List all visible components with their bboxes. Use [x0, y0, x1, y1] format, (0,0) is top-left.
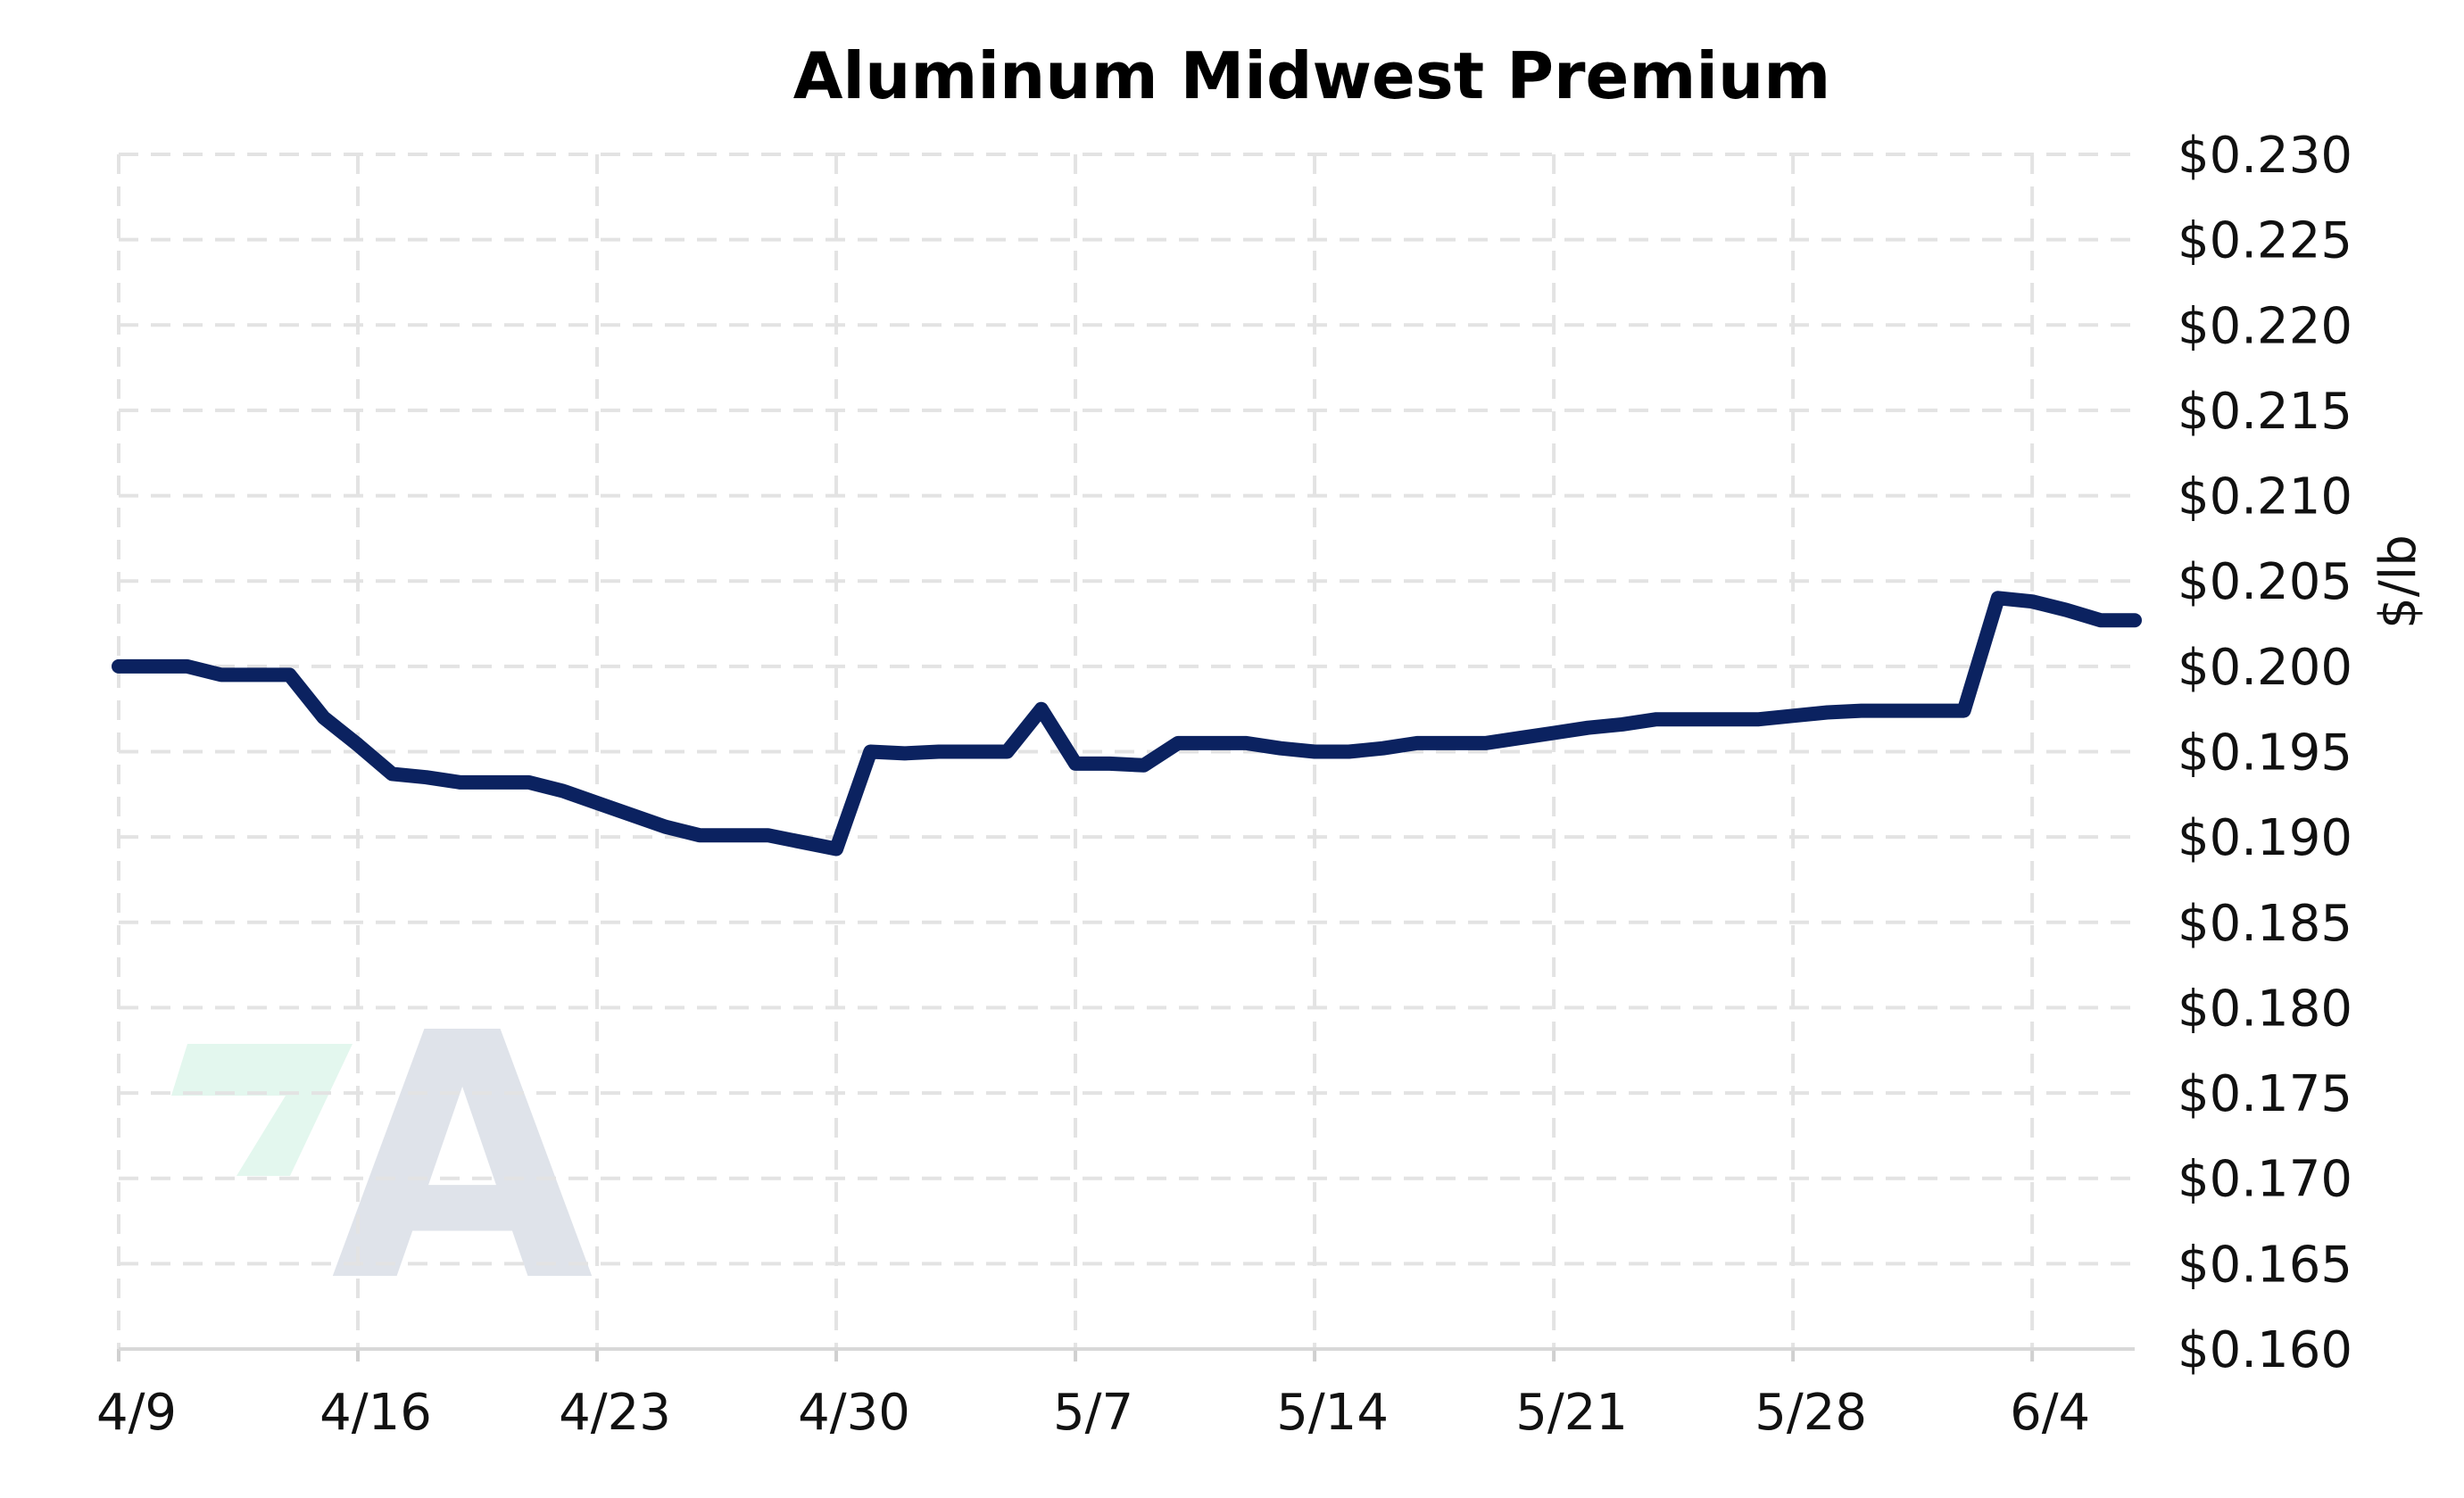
y-tick-label: $0.175: [2178, 1065, 2352, 1123]
x-tick-label: 6/4: [2010, 1384, 2090, 1442]
y-tick-label: $0.225: [2178, 212, 2352, 270]
y-tick-label: $0.215: [2178, 383, 2352, 441]
y-tick-labels: $0.160 $0.165 $0.170 $0.175 $0.180 $0.185 $0.1…: [2178, 127, 2352, 1379]
chart-title: Aluminum Midwest Premium: [793, 38, 1831, 113]
x-tick-label: 4/30: [798, 1384, 910, 1442]
y-tick-label: $0.230: [2178, 127, 2352, 185]
watermark-logo: A: [171, 961, 596, 1356]
y-tick-label: $0.210: [2178, 468, 2352, 526]
y-tick-label: $0.200: [2178, 639, 2352, 697]
x-tick-label: 4/16: [319, 1384, 432, 1442]
y-tick-label: $0.190: [2178, 809, 2352, 867]
logo-letter: A: [331, 961, 596, 1356]
x-tick-labels: 4/9 4/16 4/23 4/30 5/7 5/14 5/21 5/28 6/4: [96, 1384, 2090, 1442]
y-tick-label: $0.185: [2178, 895, 2352, 953]
y-tick-label: $0.165: [2178, 1236, 2352, 1294]
y-tick-label: $0.170: [2178, 1151, 2352, 1209]
x-tick-label: 5/7: [1053, 1384, 1133, 1442]
series: [112, 591, 2142, 857]
y-tick-label: $0.195: [2178, 724, 2352, 782]
x-tick-label: 5/21: [1515, 1384, 1628, 1442]
logo-green-mark: [171, 1044, 353, 1176]
y-axis-label: $/lb: [2369, 534, 2427, 629]
x-tick-label: 5/14: [1276, 1384, 1389, 1442]
x-tick-label: 5/28: [1755, 1384, 1867, 1442]
series-line: [112, 591, 2142, 857]
grid: [117, 153, 2135, 1349]
y-tick-label: $0.160: [2178, 1321, 2352, 1379]
x-tick-label: 4/9: [96, 1384, 177, 1442]
y-tick-label: $0.220: [2178, 297, 2352, 355]
x-axis: [117, 1347, 2135, 1361]
y-tick-label: $0.180: [2178, 980, 2352, 1038]
y-tick-label: $0.205: [2178, 553, 2352, 611]
x-tick-label: 4/23: [559, 1384, 671, 1442]
